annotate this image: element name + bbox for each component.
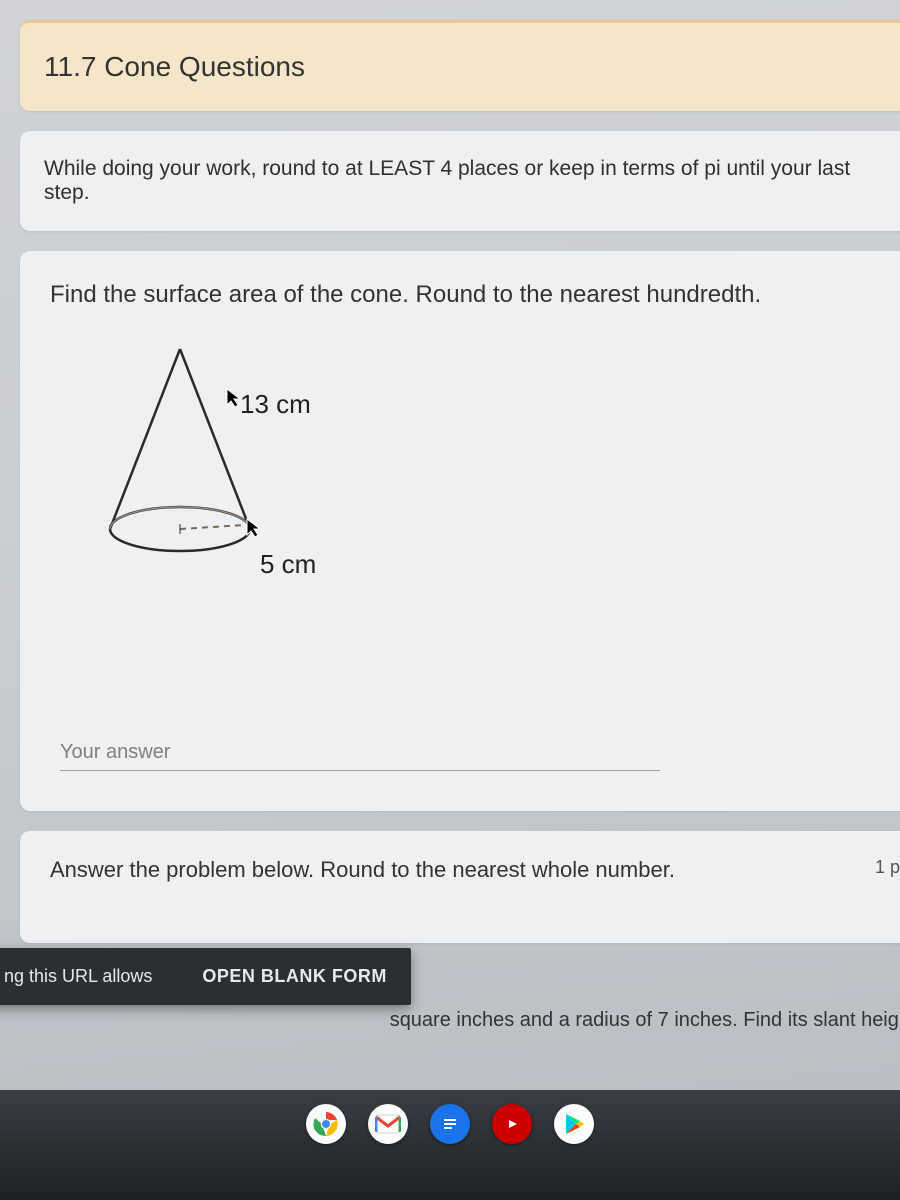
form-title: 11.7 Cone Questions: [44, 51, 886, 83]
taskbar: [0, 1090, 900, 1200]
gmail-icon[interactable]: [368, 1104, 408, 1144]
instruction-text: While doing your work, round to at LEAST…: [44, 157, 886, 205]
form-title-card: 11.7 Cone Questions: [20, 20, 900, 111]
chrome-icon[interactable]: [306, 1104, 346, 1144]
cone-svg: [90, 349, 290, 579]
question2-points: 1 p: [875, 857, 900, 878]
question2-truncated-text: square inches and a radius of 7 inches. …: [390, 1009, 900, 1032]
play-store-icon[interactable]: [554, 1104, 594, 1144]
question2-prompt: Answer the problem below. Round to the n…: [50, 857, 880, 883]
cone-slant-label: 13 cm: [240, 389, 311, 420]
cone-figure: 13 cm 5 cm: [90, 349, 370, 609]
snackbar-message: ng this URL allows: [4, 966, 152, 987]
snackbar-action-button[interactable]: OPEN BLANK FORM: [202, 966, 387, 987]
snackbar: ng this URL allows OPEN BLANK FORM: [0, 948, 411, 1005]
answer-field: [60, 735, 660, 771]
youtube-icon[interactable]: [492, 1104, 532, 1144]
cone-radius-label: 5 cm: [260, 549, 316, 580]
answer-input[interactable]: [60, 735, 660, 771]
question-card-2: Answer the problem below. Round to the n…: [20, 831, 900, 943]
question1-prompt: Find the surface area of the cone. Round…: [50, 281, 880, 309]
question-card-1: Find the surface area of the cone. Round…: [20, 251, 900, 811]
docs-icon[interactable]: [430, 1104, 470, 1144]
instruction-card: While doing your work, round to at LEAST…: [20, 131, 900, 231]
screen: 11.7 Cone Questions While doing your wor…: [0, 0, 900, 1200]
cursor-icon: [245, 517, 263, 539]
